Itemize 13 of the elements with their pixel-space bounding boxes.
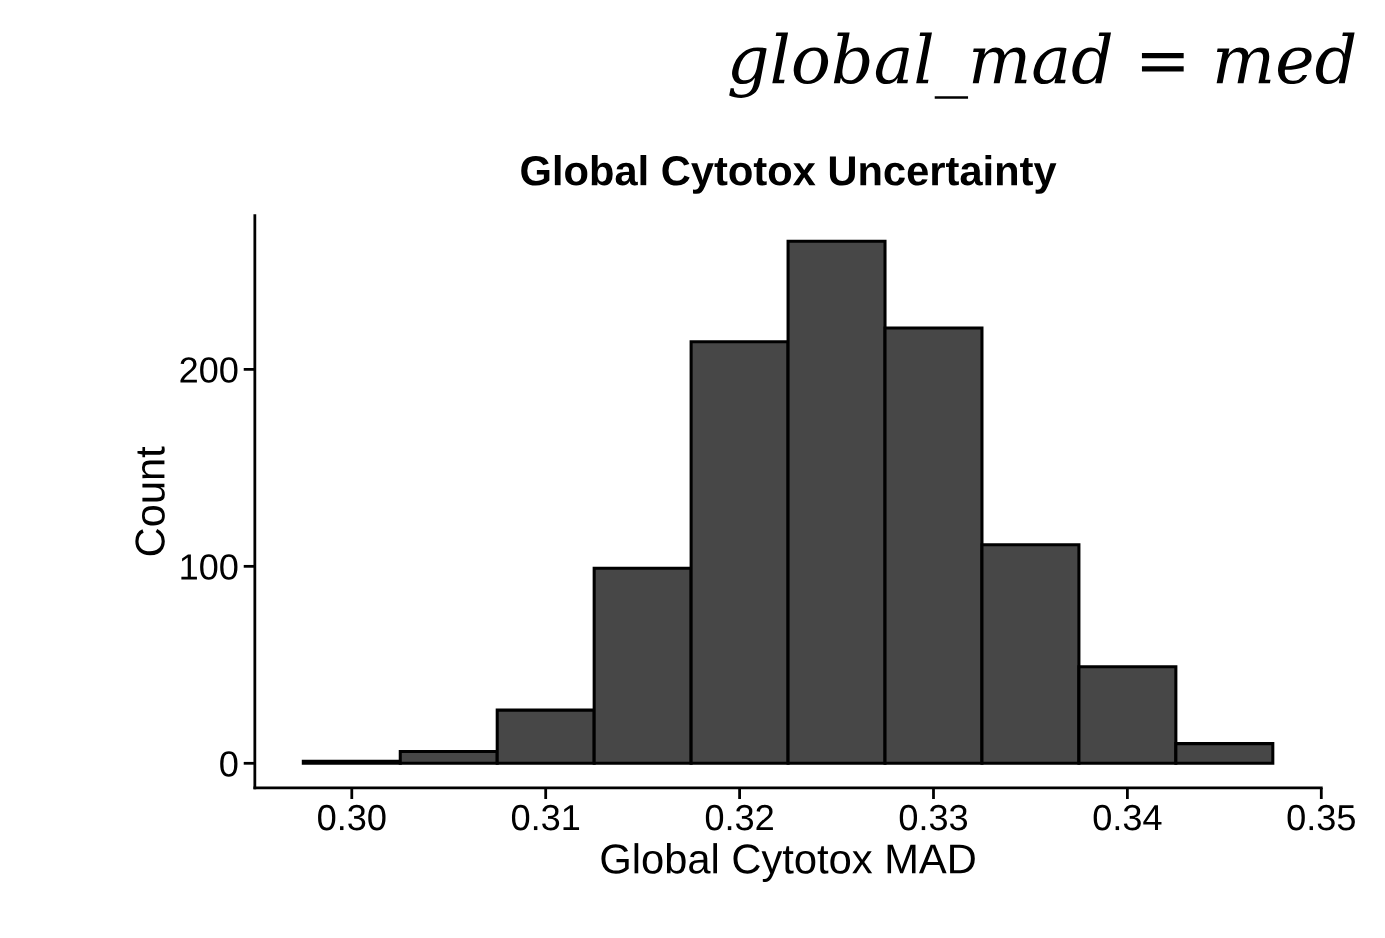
y-tick-label: 200 bbox=[180, 357, 238, 383]
x-tick-label: 0.30 bbox=[318, 804, 386, 831]
y-tick-label: 100 bbox=[181, 554, 238, 580]
x-tick-label: 0.35 bbox=[1287, 804, 1355, 831]
x-tick-label: 0.32 bbox=[705, 804, 773, 831]
chart-title: Global Cytotox Uncertainty bbox=[521, 154, 1057, 194]
text: global_mad = med bbox=[729, 32, 1355, 99]
y-tick-label: 0 bbox=[220, 751, 238, 777]
x-axis-title: Global Cytotox MAD bbox=[601, 843, 975, 882]
x-tick-label: 0.33 bbox=[899, 804, 968, 831]
x-tick-label: 0.34 bbox=[1093, 804, 1162, 831]
x-tick-label: 0.31 bbox=[511, 804, 580, 831]
y-axis-title: Count bbox=[135, 446, 165, 556]
